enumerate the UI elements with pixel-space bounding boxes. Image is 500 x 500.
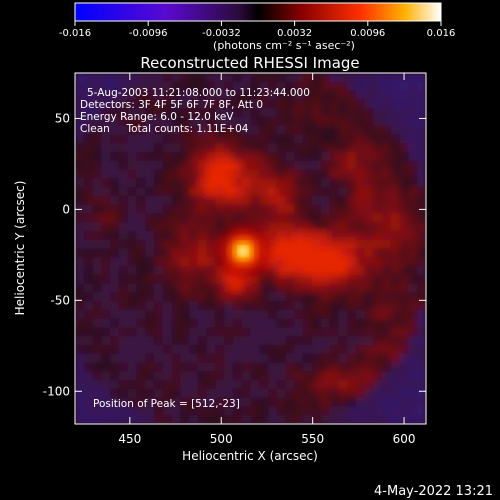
y-axis-label: Heliocentric Y (arcsec)	[13, 181, 27, 316]
peak-source	[215, 223, 272, 280]
y-tick-label: -50	[50, 293, 70, 307]
y-tick-label: -100	[43, 384, 70, 398]
timestamp: 4-May-2022 13:21	[374, 484, 493, 499]
x-tick-label: 600	[393, 432, 416, 446]
annotation-detectors: Detectors: 3F 4F 5F 6F 7F 8F, Att 0	[80, 99, 263, 111]
x-tick-label: 550	[301, 432, 324, 446]
chart-title: Reconstructed RHESSI Image	[140, 54, 359, 72]
colorbar-unit-label: (photons cm⁻² s⁻¹ asec⁻²)	[213, 39, 355, 52]
colorbar-ticks: -0.016 -0.0096 -0.0032 0.0032 0.0096 0.016	[59, 21, 455, 39]
colorbar-tick-label: 0.0096	[350, 28, 385, 39]
peak-position-label: Position of Peak = [512,-23]	[93, 398, 240, 410]
annotation-energy-range: Energy Range: 6.0 - 12.0 keV	[80, 111, 234, 123]
y-tick-label: 0	[62, 202, 70, 216]
heatmap-image	[75, 73, 426, 424]
plot-frame	[74, 72, 427, 425]
colorbar-tick-label: 0.016	[427, 28, 456, 39]
colorbar-tick-label: 0.0032	[277, 28, 312, 39]
annotation-clean-counts: Clean Total counts: 1.11E+04	[80, 123, 249, 135]
colorbar-tick-label: -0.0032	[202, 28, 241, 39]
y-tick-label: 50	[55, 111, 70, 125]
colorbar	[74, 2, 442, 22]
x-axis-label: Heliocentric X (arcsec)	[182, 449, 318, 463]
colorbar-tick-label: -0.016	[59, 28, 91, 39]
x-tick-label: 450	[118, 432, 141, 446]
annotation-time-range: 5-Aug-2003 11:21:08.000 to 11:23:44.000	[87, 87, 310, 99]
colorbar-tick-label: -0.0096	[129, 28, 168, 39]
x-tick-label: 500	[210, 432, 233, 446]
